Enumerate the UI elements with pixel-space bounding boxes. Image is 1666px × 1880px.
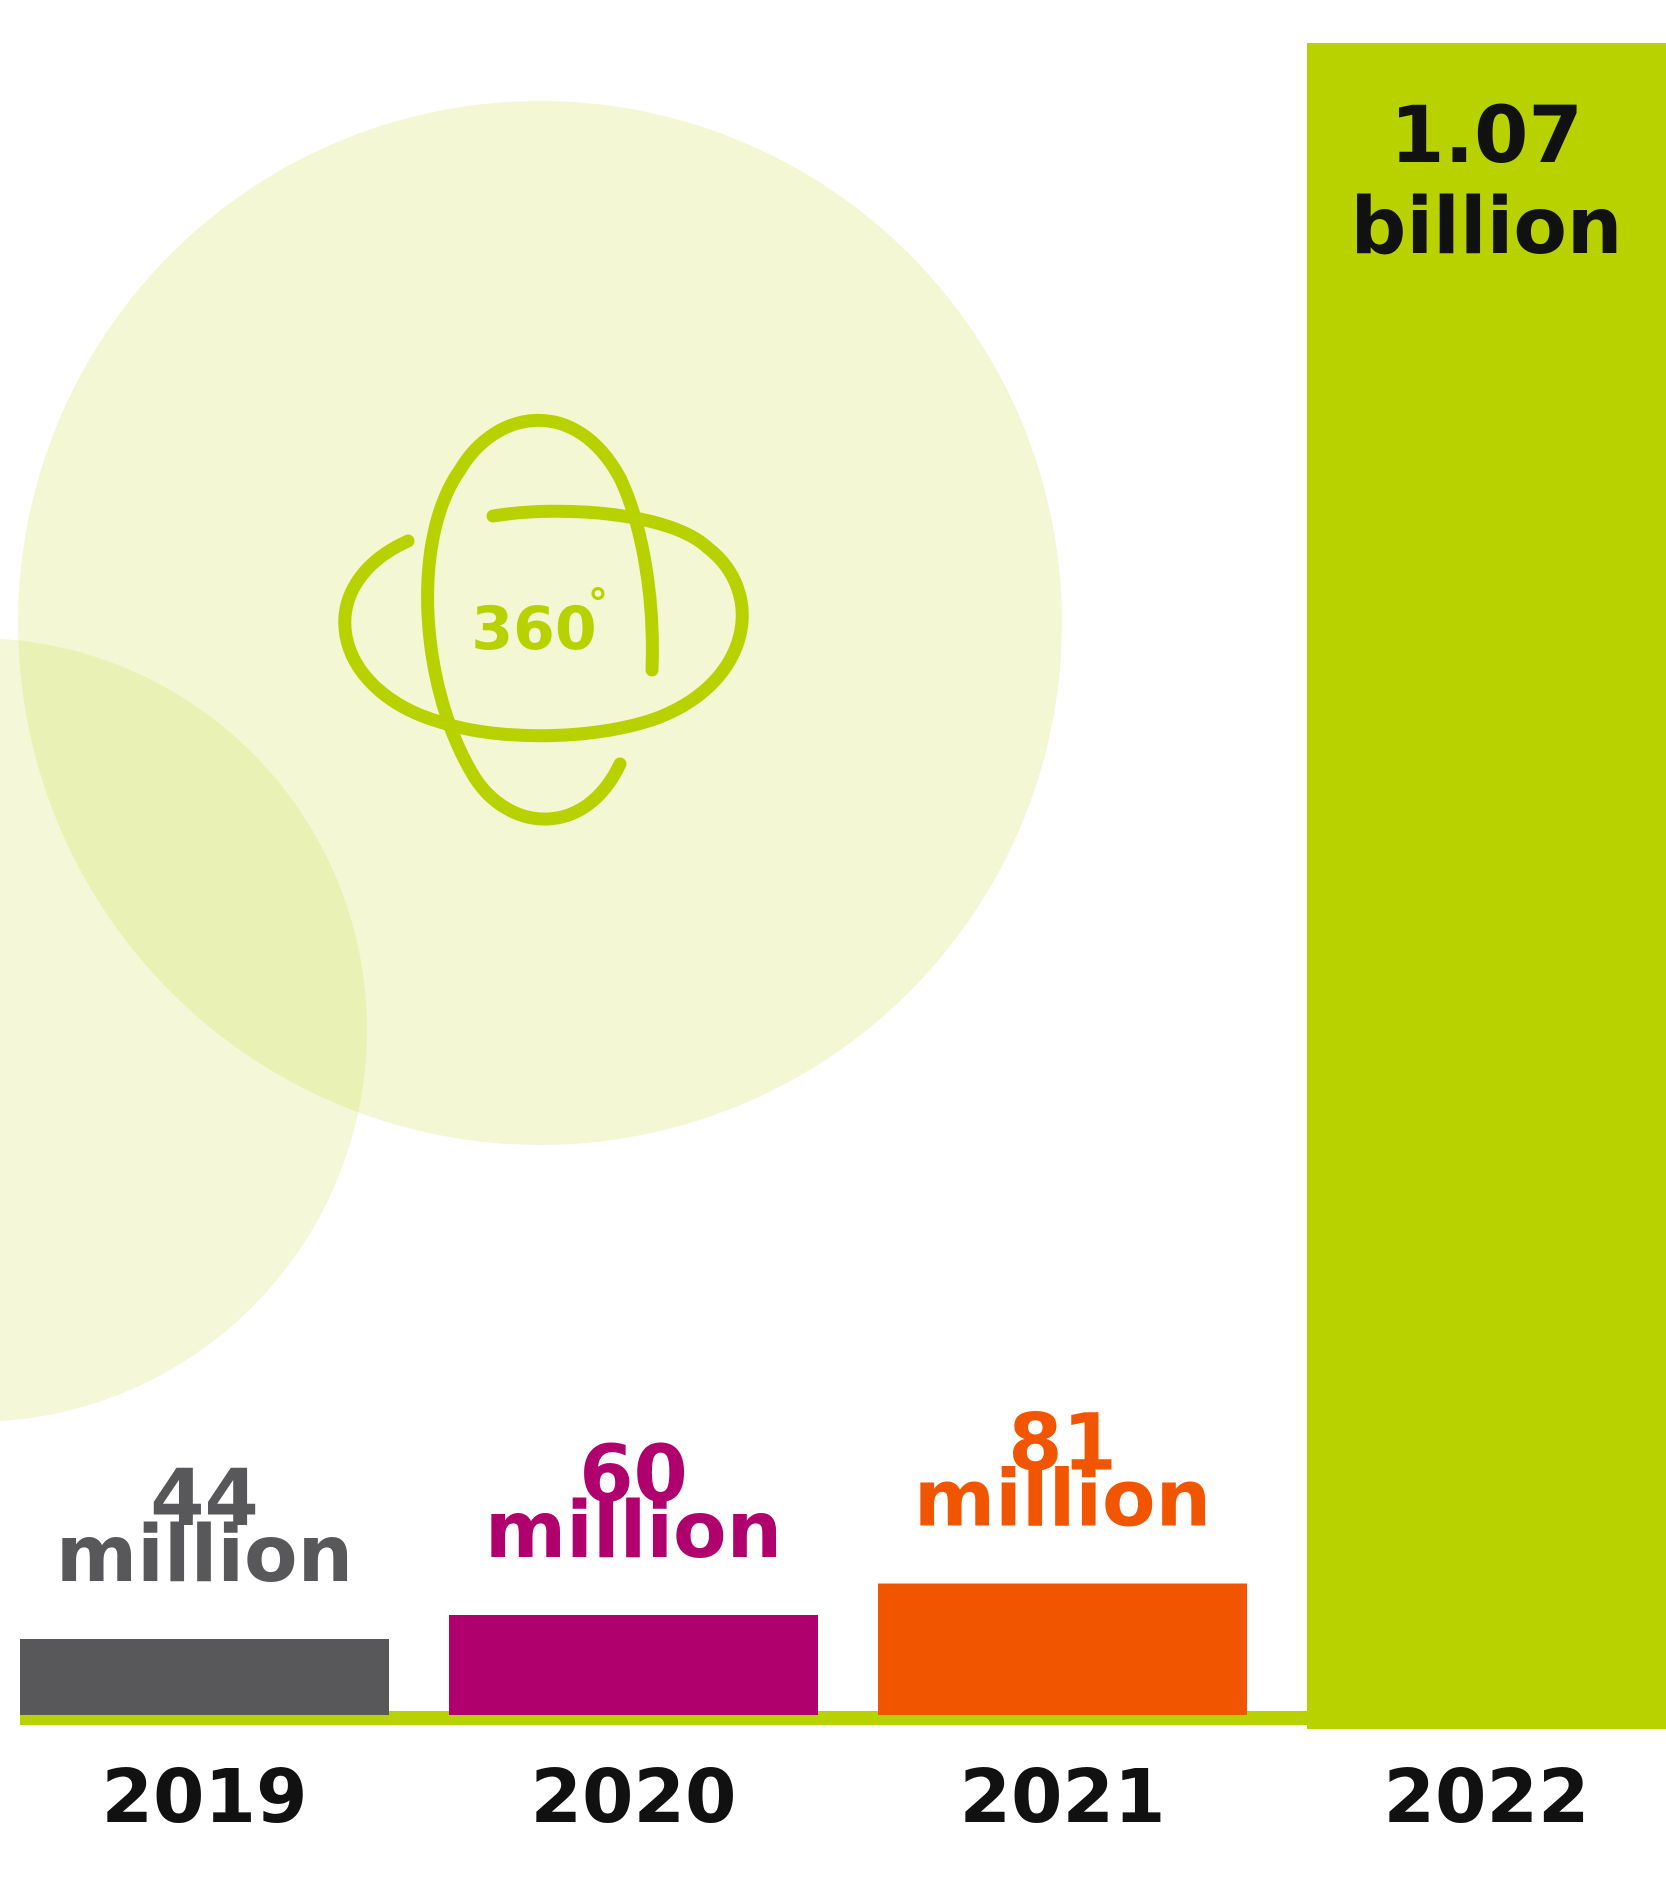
value-label-unit-2020: million [485,1486,782,1576]
x-tick-label-2021: 2021 [960,1754,1166,1840]
x-tick-label-2020: 2020 [531,1754,737,1840]
value-label-number-2020: 60 [579,1430,688,1520]
360-text: 360 [471,594,596,664]
baseline [20,1711,1666,1725]
value-label-number-2021: 81 [1008,1399,1117,1489]
x-tick-label-2019: 2019 [102,1754,308,1840]
bg-circle-large [18,101,1062,1145]
bg-circle-small [0,638,367,1422]
bar-2022 [1307,43,1666,1729]
value-label-number-2019: 44 [150,1454,259,1544]
value-label-number-2022: 1.07 [1390,91,1582,181]
bar-2020 [449,1615,818,1715]
value-label-unit-2021: million [914,1455,1211,1545]
value-label-unit-2022: billion [1351,182,1623,272]
360-rotation-icon [338,413,749,826]
degree-symbol: ° [588,581,608,627]
labels-group: 44million201960million202081million20211… [56,91,1623,1840]
bar-2021 [878,1583,1247,1715]
bars-group [20,43,1666,1729]
bar-2019 [20,1639,389,1715]
value-label-unit-2019: million [56,1510,353,1600]
x-tick-label-2022: 2022 [1384,1754,1590,1840]
